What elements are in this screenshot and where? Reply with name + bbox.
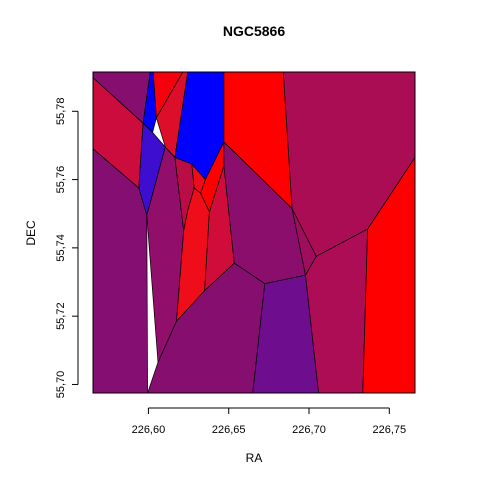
y-tick-label: 55,76 — [55, 166, 67, 194]
x-tick-label: 226,75 — [372, 424, 406, 436]
x-axis-label: RA — [246, 451, 263, 465]
plot-frame — [92, 71, 416, 394]
x-tick-label: 226,70 — [292, 424, 326, 436]
x-axis: 226,60 226,65 226,70 226,75 — [132, 407, 406, 436]
y-axis: 55,70 55,72 55,74 55,76 55,78 — [55, 98, 79, 399]
chart-title: NGC5866 — [223, 23, 285, 39]
x-tick-label: 226,60 — [132, 424, 166, 436]
y-axis-label: DEC — [24, 220, 38, 246]
y-tick-label: 55,78 — [55, 98, 67, 126]
y-tick-label: 55,70 — [55, 371, 67, 399]
cells-layer — [92, 71, 416, 394]
y-tick-label: 55,74 — [55, 234, 67, 262]
x-tick-label: 226,65 — [212, 424, 246, 436]
y-tick-label: 55,72 — [55, 302, 67, 330]
